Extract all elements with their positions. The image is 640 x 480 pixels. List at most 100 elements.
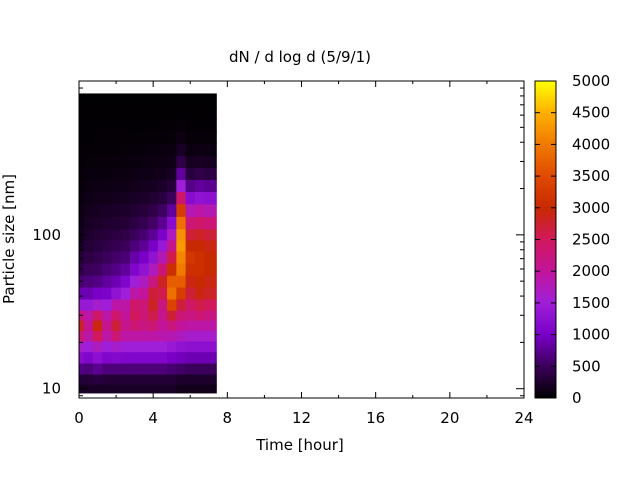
- heatmap-cell: [111, 191, 122, 205]
- heatmap-cell: [129, 228, 140, 241]
- heatmap-cell: [102, 262, 113, 276]
- heatmap-cell: [157, 310, 168, 321]
- heatmap-cell: [148, 250, 159, 264]
- heatmap-cell: [176, 143, 187, 156]
- heatmap-cell: [148, 155, 159, 169]
- heatmap-cell: [185, 239, 196, 252]
- heatmap-cell: [157, 216, 168, 230]
- heatmap-cell: [111, 286, 122, 300]
- heatmap-cell: [204, 310, 217, 321]
- heatmap-cell: [92, 250, 103, 264]
- heatmap-cell: [167, 384, 177, 394]
- heatmap-cell: [139, 351, 150, 364]
- heatmap-cell: [92, 167, 103, 181]
- heatmap-cell: [120, 310, 131, 321]
- heatmap-cell: [139, 286, 150, 300]
- heatmap-cell: [194, 384, 205, 394]
- heatmap-cell: [185, 155, 196, 169]
- heatmap-cell: [139, 275, 150, 288]
- heatmap-cell: [102, 351, 113, 364]
- heatmap-cell: [204, 131, 217, 144]
- heatmap-cell: [129, 374, 140, 385]
- heatmap-cell: [204, 118, 217, 132]
- heatmap-cell: [83, 310, 94, 321]
- heatmap-cell: [204, 262, 217, 276]
- heatmap-cell: [120, 155, 131, 169]
- heatmap-cell: [102, 320, 113, 332]
- colorbar-tick-label: 5000: [572, 72, 610, 90]
- heatmap-cell: [139, 228, 150, 241]
- heatmap-cell: [79, 374, 85, 385]
- heatmap-cell: [92, 374, 103, 385]
- heatmap-cell: [120, 216, 131, 230]
- heatmap-cell: [102, 167, 113, 181]
- heatmap-cell: [102, 310, 113, 321]
- heatmap-cell: [92, 93, 103, 108]
- heatmap-cell: [185, 93, 196, 108]
- heatmap-cell: [139, 362, 150, 375]
- heatmap-cell: [79, 340, 85, 353]
- heatmap-cell: [129, 310, 140, 321]
- heatmap-cell: [139, 216, 150, 230]
- heatmap-cell: [129, 275, 140, 288]
- heatmap-cell: [111, 340, 122, 353]
- heatmap-cell: [83, 203, 94, 217]
- heatmap-cell: [111, 93, 122, 108]
- x-tick-label: 12: [292, 409, 311, 427]
- heatmap-cell: [120, 143, 131, 156]
- heatmap-cell: [204, 351, 217, 364]
- heatmap-cell: [167, 93, 177, 108]
- heatmap-cell: [83, 191, 94, 205]
- heatmap-cell: [167, 330, 177, 342]
- heatmap-cell: [139, 155, 150, 169]
- heatmap-cell: [102, 118, 113, 132]
- heatmap-cell: [129, 93, 140, 108]
- heatmap-cell: [157, 107, 168, 120]
- heatmap-cell: [79, 351, 85, 364]
- heatmap-cell: [111, 216, 122, 230]
- heatmap-cell: [167, 191, 177, 205]
- heatmap-cell: [92, 228, 103, 241]
- heatmap-cell: [167, 351, 177, 364]
- colorbar-tick-label: 4000: [572, 135, 610, 153]
- heatmap-cell: [167, 362, 177, 375]
- heatmap-cell: [83, 351, 94, 364]
- heatmap-cell: [167, 320, 177, 332]
- heatmap-cell: [120, 286, 131, 300]
- heatmap-cell: [148, 191, 159, 205]
- heatmap-cell: [120, 298, 131, 311]
- heatmap-cell: [176, 216, 187, 230]
- heatmap-cell: [194, 143, 205, 156]
- heatmap-cell: [204, 93, 217, 108]
- heatmap-cell: [129, 384, 140, 394]
- heatmap-cell: [120, 262, 131, 276]
- heatmap-cell: [194, 118, 205, 132]
- heatmap-cell: [176, 167, 187, 181]
- heatmap-cell: [111, 228, 122, 241]
- heatmap-cell: [83, 118, 94, 132]
- heatmap-cell: [157, 131, 168, 144]
- heatmap-cell: [83, 228, 94, 241]
- heatmap-cell: [102, 374, 113, 385]
- heatmap-cell: [148, 320, 159, 332]
- heatmap-cell: [83, 107, 94, 120]
- heatmap-cell: [167, 298, 177, 311]
- heatmap-cell: [157, 203, 168, 217]
- heatmap-cell: [129, 191, 140, 205]
- heatmap-cell: [129, 330, 140, 342]
- heatmap-cell: [167, 143, 177, 156]
- heatmap-cell: [129, 362, 140, 375]
- heatmap-cell: [129, 351, 140, 364]
- heatmap-cell: [157, 262, 168, 276]
- heatmap-cell: [204, 320, 217, 332]
- heatmap-cell: [111, 155, 122, 169]
- heatmap-cell: [83, 216, 94, 230]
- heatmap-cell: [185, 351, 196, 364]
- heatmap-cell: [129, 239, 140, 252]
- heatmap-cell: [194, 107, 205, 120]
- heatmap-cell: [176, 107, 187, 120]
- heatmap-cell: [120, 179, 131, 192]
- heatmap-cell: [148, 93, 159, 108]
- heatmap-cell: [83, 320, 94, 332]
- heatmap-cell: [83, 250, 94, 264]
